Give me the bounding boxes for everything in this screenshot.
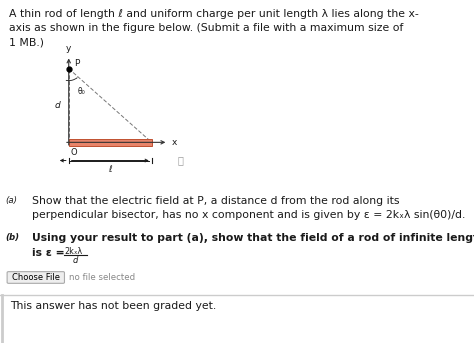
Text: axis as shown in the figure below. (Submit a file with a maximum size of: axis as shown in the figure below. (Subm… — [9, 23, 403, 33]
Text: Show that the electric field at P, a distance d from the rod along its: Show that the electric field at P, a dis… — [32, 196, 400, 205]
Text: O: O — [71, 148, 77, 157]
Text: d: d — [55, 101, 60, 110]
Text: θ₀: θ₀ — [77, 87, 85, 96]
Text: 1 MB.): 1 MB.) — [9, 37, 44, 47]
Text: P: P — [74, 59, 80, 68]
FancyBboxPatch shape — [7, 272, 64, 283]
Text: no file selected: no file selected — [69, 273, 135, 282]
Text: d: d — [73, 256, 78, 265]
Text: Using your result to part (a), show that the field of a rod of infinite length: Using your result to part (a), show that… — [32, 233, 474, 243]
Text: A thin rod of length ℓ and uniform charge per unit length λ lies along the x-: A thin rod of length ℓ and uniform charg… — [9, 9, 418, 19]
Text: This answer has not been graded yet.: This answer has not been graded yet. — [10, 301, 217, 311]
Text: 2kₓλ: 2kₓλ — [64, 247, 82, 256]
Text: x: x — [172, 138, 177, 147]
Text: ⓘ: ⓘ — [177, 155, 183, 166]
Text: y: y — [66, 44, 72, 53]
Text: ℓ: ℓ — [109, 165, 112, 174]
Text: Choose File: Choose File — [11, 273, 60, 282]
Text: is ε =: is ε = — [32, 248, 69, 258]
Text: (b): (b) — [6, 233, 20, 242]
Text: (a): (a) — [6, 196, 18, 204]
Text: perpendicular bisector, has no x component and is given by ε = 2kₓλ sin(θ0)/d.: perpendicular bisector, has no x compone… — [32, 210, 465, 220]
Bar — [69, 139, 152, 146]
